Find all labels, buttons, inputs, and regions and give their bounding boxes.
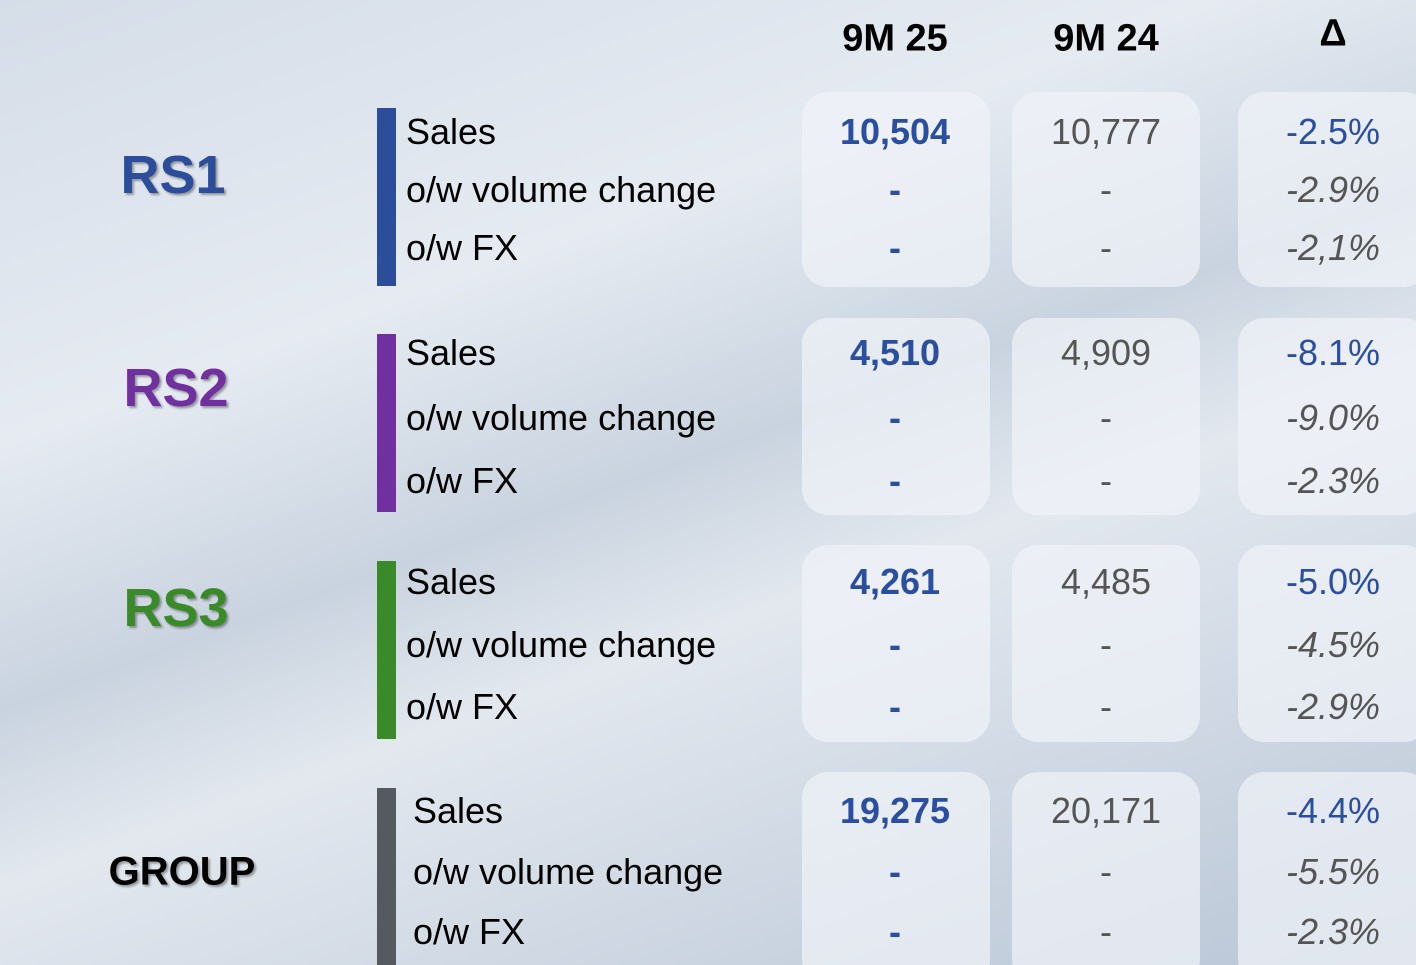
value-9m25: -	[889, 460, 901, 501]
row-label: o/w FX	[406, 686, 519, 727]
value-panel	[1238, 92, 1416, 287]
value-9m25: -	[889, 911, 901, 952]
value-delta: -5.5%	[1285, 851, 1381, 892]
row-label: o/w FX	[413, 911, 526, 952]
row-label: Sales	[406, 561, 497, 602]
value-panel	[802, 545, 990, 742]
row-label: o/w volume change	[406, 169, 717, 210]
value-9m24: -	[1100, 624, 1112, 665]
segment-name: RS3	[123, 578, 229, 638]
row-label: o/w volume change	[406, 397, 717, 438]
value-delta: -8.1%	[1285, 332, 1381, 373]
value-panel	[1238, 318, 1416, 515]
value-delta: -2.9%	[1285, 169, 1381, 210]
value-9m25: -	[889, 851, 901, 892]
value-9m24: -	[1100, 911, 1112, 952]
value-9m24: -	[1100, 851, 1112, 892]
value-panel	[1012, 772, 1200, 965]
row-label: o/w FX	[406, 460, 519, 501]
value-delta: -2,1%	[1285, 227, 1381, 268]
segment-name: RS2	[123, 358, 229, 418]
column-header: Δ	[1319, 12, 1347, 55]
value-delta: -2.9%	[1285, 686, 1381, 727]
value-panel	[1238, 772, 1416, 965]
value-9m24: -	[1100, 686, 1112, 727]
value-9m24: 4,909	[1060, 332, 1152, 373]
value-delta: -2.3%	[1285, 460, 1381, 501]
value-9m25: -	[889, 624, 901, 665]
row-label: o/w FX	[406, 227, 519, 268]
value-9m24: -	[1100, 397, 1112, 438]
segment-bar	[377, 334, 396, 512]
value-panel	[1012, 318, 1200, 515]
value-9m25: 4,510	[849, 332, 941, 373]
value-panel	[1238, 545, 1416, 742]
row-label: Sales	[406, 111, 497, 152]
value-delta: -9.0%	[1285, 397, 1381, 438]
value-9m24: -	[1100, 227, 1112, 268]
column-header: 9M 25	[842, 17, 948, 60]
value-panel	[802, 772, 990, 965]
value-panel	[1012, 545, 1200, 742]
value-delta: -2.5%	[1285, 111, 1381, 152]
segment-name: GROUP	[108, 849, 256, 894]
value-panel	[802, 92, 990, 287]
value-9m24: 20,171	[1050, 790, 1162, 831]
value-9m25: -	[889, 227, 901, 268]
value-9m24: -	[1100, 169, 1112, 210]
value-9m25: -	[889, 169, 901, 210]
value-delta: -5.0%	[1285, 561, 1381, 602]
column-header: 9M 24	[1053, 17, 1159, 60]
value-9m25: 4,261	[849, 561, 941, 602]
value-9m24: -	[1100, 460, 1112, 501]
value-9m24: 4,485	[1060, 561, 1152, 602]
row-label: Sales	[406, 332, 497, 373]
value-9m25: -	[889, 686, 901, 727]
segment-bar	[377, 561, 396, 739]
value-delta: -4.5%	[1285, 624, 1381, 665]
value-9m25: -	[889, 397, 901, 438]
value-delta: -4.4%	[1285, 790, 1381, 831]
segment-bar	[377, 108, 396, 286]
segment-bar	[377, 788, 396, 965]
value-9m25: 10,504	[839, 111, 951, 152]
row-label: Sales	[413, 790, 504, 831]
value-panel	[802, 318, 990, 515]
value-9m25: 19,275	[839, 790, 951, 831]
segment-name: RS1	[120, 145, 226, 205]
value-delta: -2.3%	[1285, 911, 1381, 952]
row-label: o/w volume change	[406, 624, 717, 665]
value-panel	[1012, 92, 1200, 287]
value-9m24: 10,777	[1050, 111, 1162, 152]
row-label: o/w volume change	[413, 851, 724, 892]
